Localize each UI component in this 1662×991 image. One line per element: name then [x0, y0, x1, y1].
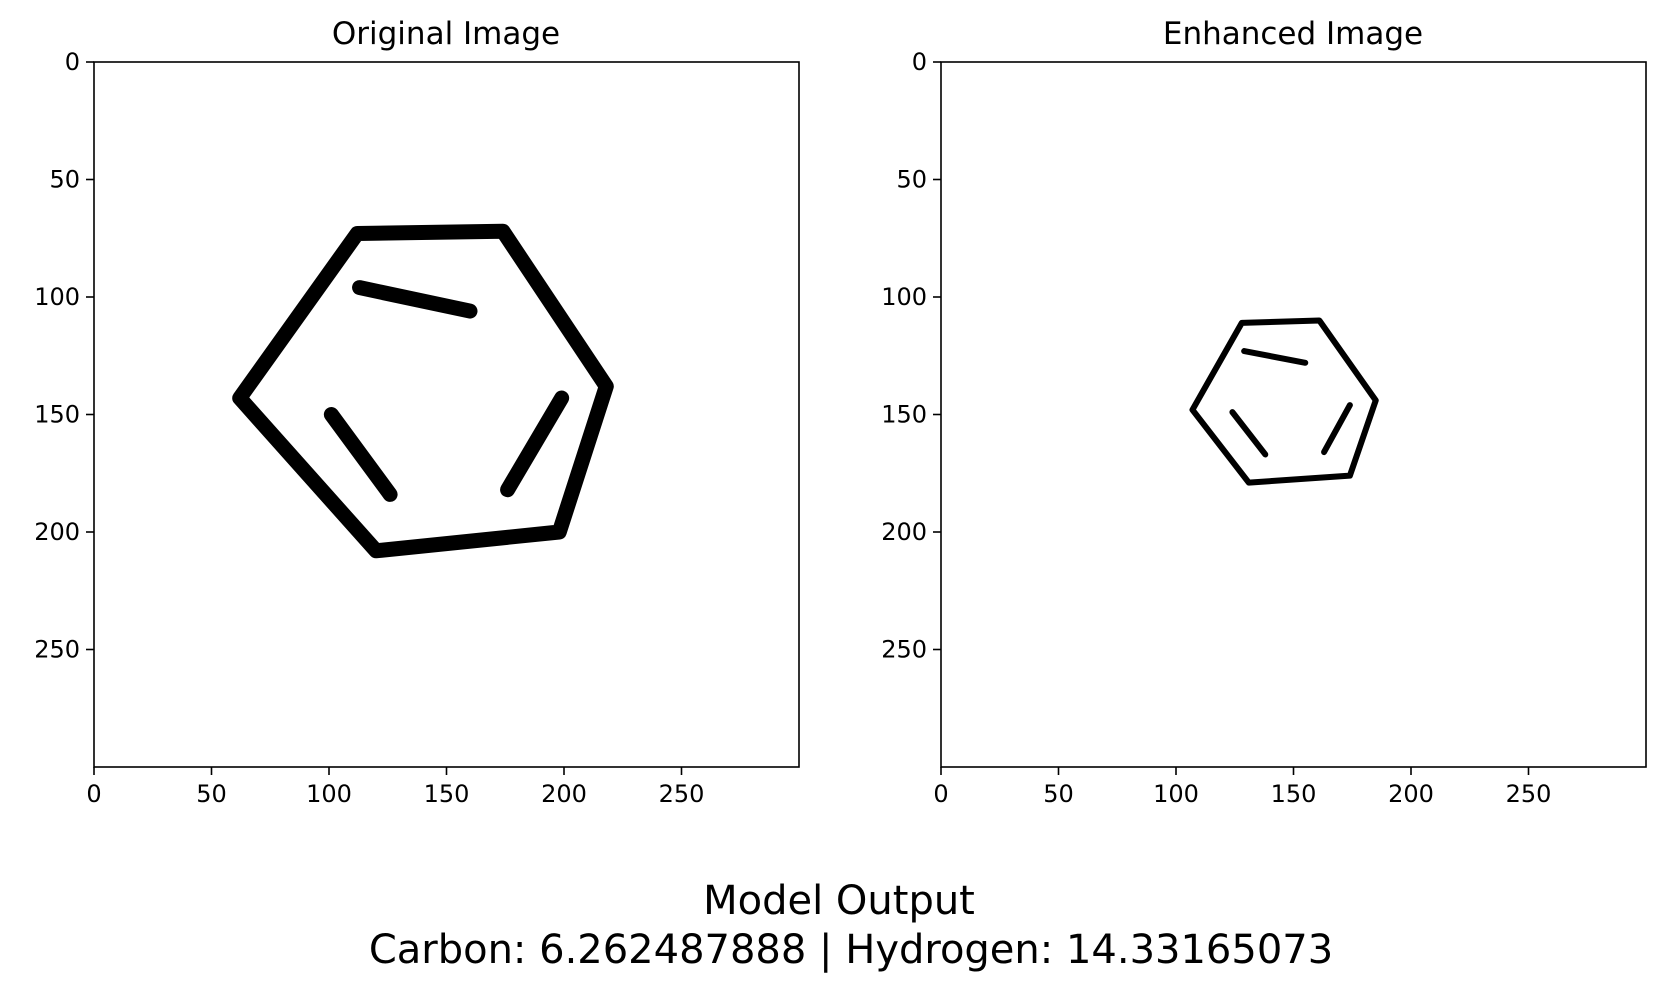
enhanced-x-tick-label: 50 [1043, 780, 1074, 808]
original-image-frame [93, 61, 800, 768]
enhanced-x-tick-label: 150 [1271, 780, 1317, 808]
enhanced-x-tick-label: 100 [1153, 780, 1199, 808]
enhanced-y-tick-label: 250 [881, 636, 927, 664]
original-inner-bond-stroke [500, 390, 570, 498]
enhanced-y-tick-label: 50 [896, 166, 927, 194]
enhanced-y-tick-label: 150 [881, 401, 927, 429]
panel-title-original: Original Image [332, 16, 560, 52]
enhanced-inner-bond-stroke [1321, 402, 1353, 456]
original-x-tick-label: 50 [196, 780, 227, 808]
original-y-tick-label: 150 [34, 401, 80, 429]
original-inner-bond-stroke [323, 407, 398, 502]
original-x-tick-label: 250 [659, 780, 705, 808]
enhanced-image-frame [940, 61, 1647, 768]
original-y-tick-label: 250 [34, 636, 80, 664]
enhanced-x-axis: 0 50 100 150 200 250 [933, 767, 1551, 808]
enhanced-y-tick-label: 100 [881, 283, 927, 311]
enhanced-y-tick-label: 0 [912, 48, 927, 76]
original-x-tick-label: 0 [86, 780, 101, 808]
enhanced-inner-bond-stroke [1229, 409, 1269, 458]
enhanced-x-tick-label: 0 [933, 780, 948, 808]
original-x-tick-label: 150 [424, 780, 470, 808]
original-x-axis: 0 50 100 150 200 250 [86, 767, 704, 808]
enhanced-image-panel: Enhanced Image 0 50 100 150 200 250 0 50 100 150… [881, 16, 1647, 808]
original-y-axis: 0 50 100 150 200 250 [34, 48, 94, 664]
original-ring-stroke [232, 223, 614, 559]
enhanced-x-tick-label: 200 [1388, 780, 1434, 808]
original-y-tick-label: 0 [65, 48, 80, 76]
original-inner-bond-stroke [352, 280, 478, 319]
panel-title-enhanced: Enhanced Image [1163, 16, 1423, 52]
original-x-tick-label: 200 [541, 780, 587, 808]
enhanced-y-axis: 0 50 100 150 200 250 [881, 48, 941, 664]
caption-title: Model Output [703, 878, 975, 924]
original-image-drawing [232, 223, 614, 559]
enhanced-inner-bond-stroke [1241, 348, 1309, 366]
enhanced-ring-stroke [1189, 317, 1379, 486]
original-image-panel: Original Image 0 50 100 150 200 250 0 50 100 150… [34, 16, 800, 808]
original-x-tick-label: 100 [306, 780, 352, 808]
original-y-tick-label: 200 [34, 518, 80, 546]
original-y-tick-label: 100 [34, 283, 80, 311]
original-y-tick-label: 50 [49, 166, 80, 194]
caption-values: Carbon: 6.262487888 | Hydrogen: 14.33165… [369, 927, 1333, 973]
enhanced-x-tick-label: 250 [1506, 780, 1552, 808]
enhanced-y-tick-label: 200 [881, 518, 927, 546]
enhanced-image-drawing [1189, 317, 1379, 486]
